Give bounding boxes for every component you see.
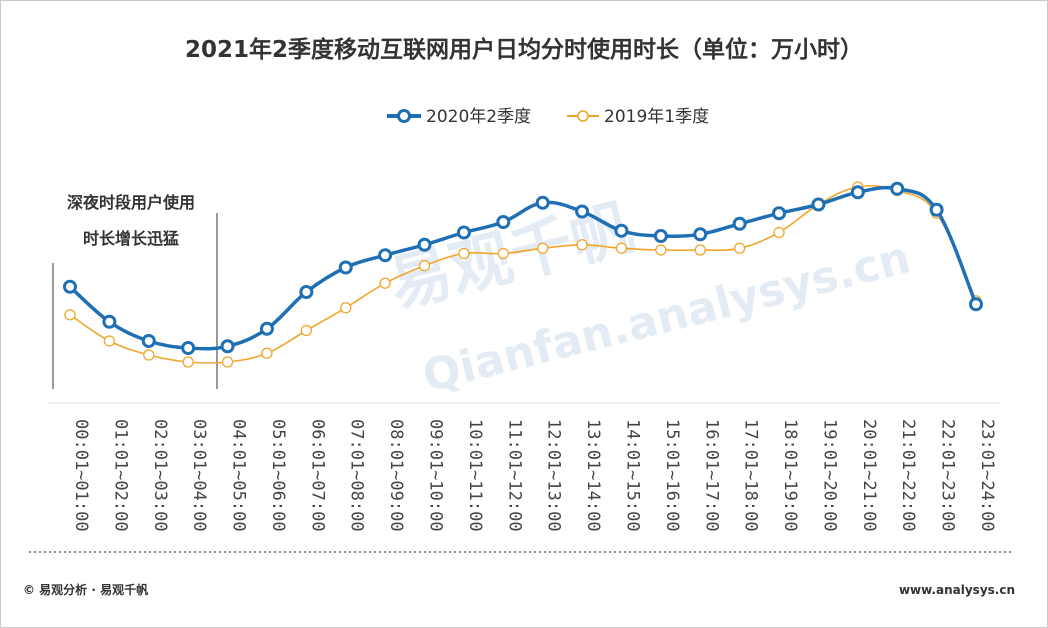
series-2019q1 <box>64 181 982 368</box>
legend-item-2020q2: 2020年2季度 <box>387 107 531 127</box>
annotation: 深夜时段用户使用 时长增长迅猛 <box>52 193 218 389</box>
data-point <box>576 239 588 251</box>
x-tick-label: 10:01~11:00 <box>465 419 485 532</box>
data-point <box>261 347 273 359</box>
x-tick-label: 12:01~13:00 <box>544 419 564 532</box>
data-point <box>575 204 590 219</box>
data-point <box>537 242 549 254</box>
data-point <box>458 247 470 260</box>
data-point <box>379 277 391 289</box>
x-tick-label: 11:01~12:00 <box>504 419 524 532</box>
legend-label-2019q1: 2019年1季度 <box>604 107 709 127</box>
data-point <box>181 341 196 355</box>
data-point <box>615 242 628 254</box>
legend-label-2020q2: 2020年2季度 <box>426 107 531 127</box>
data-point <box>773 226 785 239</box>
data-point <box>772 206 787 221</box>
data-point <box>417 237 432 252</box>
x-tick-label: 13:01~14:00 <box>583 419 603 532</box>
data-point <box>103 335 116 347</box>
data-point <box>221 356 234 368</box>
data-point <box>378 248 393 263</box>
data-point <box>497 247 509 260</box>
data-point <box>456 225 471 240</box>
legend-marker-2019q1 <box>577 110 589 122</box>
data-point <box>143 349 155 361</box>
data-point <box>890 181 905 196</box>
data-point <box>300 324 312 337</box>
data-point <box>614 223 629 238</box>
data-point <box>929 202 944 217</box>
x-tick-label: 22:01~23:00 <box>938 419 958 532</box>
data-point <box>693 227 708 242</box>
data-point <box>734 242 746 254</box>
x-tick-label: 18:01~19:00 <box>780 419 800 532</box>
x-axis-ticks: 00:01~01:00 01:01~02:00 02:01~03:00 03:01~0… <box>71 419 997 532</box>
footer-source: © 易观分析 · 易观千帆 <box>23 582 148 597</box>
x-tick-label: 17:01~18:00 <box>741 419 761 532</box>
data-point <box>969 297 983 312</box>
data-point <box>535 195 550 210</box>
series-2020q2 <box>63 181 983 355</box>
data-point <box>418 260 431 272</box>
data-point <box>220 339 235 354</box>
annotation-line-1: 深夜时段用户使用 <box>67 193 195 212</box>
data-point <box>299 285 314 299</box>
x-tick-label: 14:01~15:00 <box>622 419 642 532</box>
x-tick-label: 08:01~09:00 <box>386 419 406 532</box>
data-point <box>340 302 352 314</box>
x-tick-label: 06:01~07:00 <box>307 419 327 532</box>
annotation-line-2: 时长增长迅猛 <box>83 229 179 248</box>
series-layer <box>63 181 983 368</box>
x-tick-label: 23:01~24:00 <box>977 419 997 532</box>
x-tick-label: 04:01~05:00 <box>229 419 249 532</box>
x-tick-label: 03:01~04:00 <box>189 419 209 532</box>
legend-item-2019q1: 2019年1季度 <box>567 107 709 127</box>
x-tick-label: 00:01~01:00 <box>71 419 91 532</box>
footer-url: www.analysys.cn <box>899 583 1015 597</box>
x-tick-label: 19:01~20:00 <box>819 419 839 532</box>
data-point <box>732 216 747 231</box>
legend-marker-2020q2 <box>397 109 411 123</box>
x-tick-label: 05:01~06:00 <box>268 419 288 532</box>
data-point <box>811 197 826 212</box>
x-tick-label: 21:01~22:00 <box>898 419 918 532</box>
x-tick-label: 01:01~02:00 <box>110 419 130 532</box>
x-tick-label: 07:01~08:00 <box>347 419 367 532</box>
x-tick-label: 16:01~17:00 <box>701 419 721 532</box>
data-point <box>64 309 76 321</box>
data-point <box>694 244 706 256</box>
data-point <box>655 244 667 256</box>
data-point <box>182 356 194 368</box>
x-tick-label: 09:01~10:00 <box>426 419 446 532</box>
legend: 2020年2季度 2019年1季度 <box>387 107 709 127</box>
data-point <box>653 229 668 243</box>
x-tick-label: 15:01~16:00 <box>662 419 682 532</box>
data-point <box>496 215 511 229</box>
chart-title: 2021年2季度移动互联网用户日均分时使用时长（单位：万小时） <box>185 36 863 63</box>
data-point <box>850 185 865 200</box>
watermark: 易观千帆 Qianfan.analysys.cn <box>382 191 915 403</box>
x-tick-label: 20:01~21:00 <box>859 419 879 532</box>
data-point <box>338 260 353 275</box>
x-tick-label: 02:01~03:00 <box>150 419 170 532</box>
data-point <box>63 279 77 294</box>
data-point <box>141 334 156 348</box>
watermark-logo-text: 易观千帆 <box>382 191 640 322</box>
data-point <box>259 321 274 336</box>
data-point <box>102 314 117 329</box>
